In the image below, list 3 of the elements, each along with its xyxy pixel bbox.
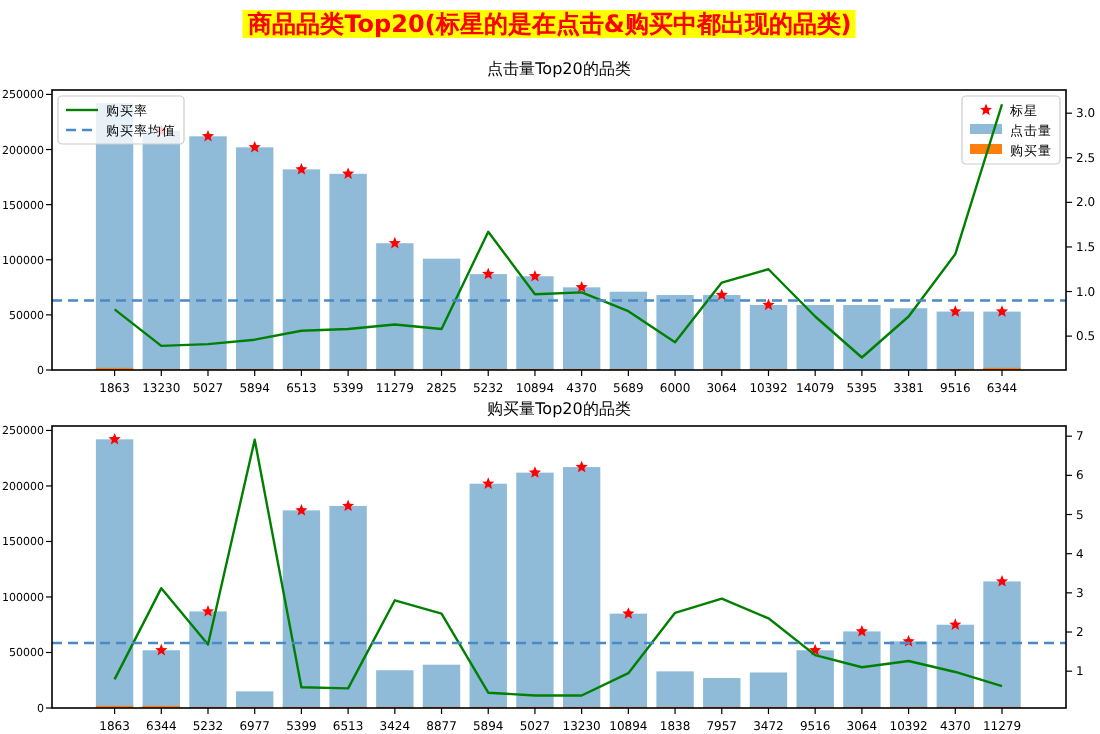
- chart-subtitle: 点击量Top20的品类: [487, 60, 631, 78]
- chart-title: 购买量Top20的品类: [487, 400, 631, 418]
- chart-title: 商品品类Top20(标星的是在点击&购买中都出现的品类): [246, 10, 852, 38]
